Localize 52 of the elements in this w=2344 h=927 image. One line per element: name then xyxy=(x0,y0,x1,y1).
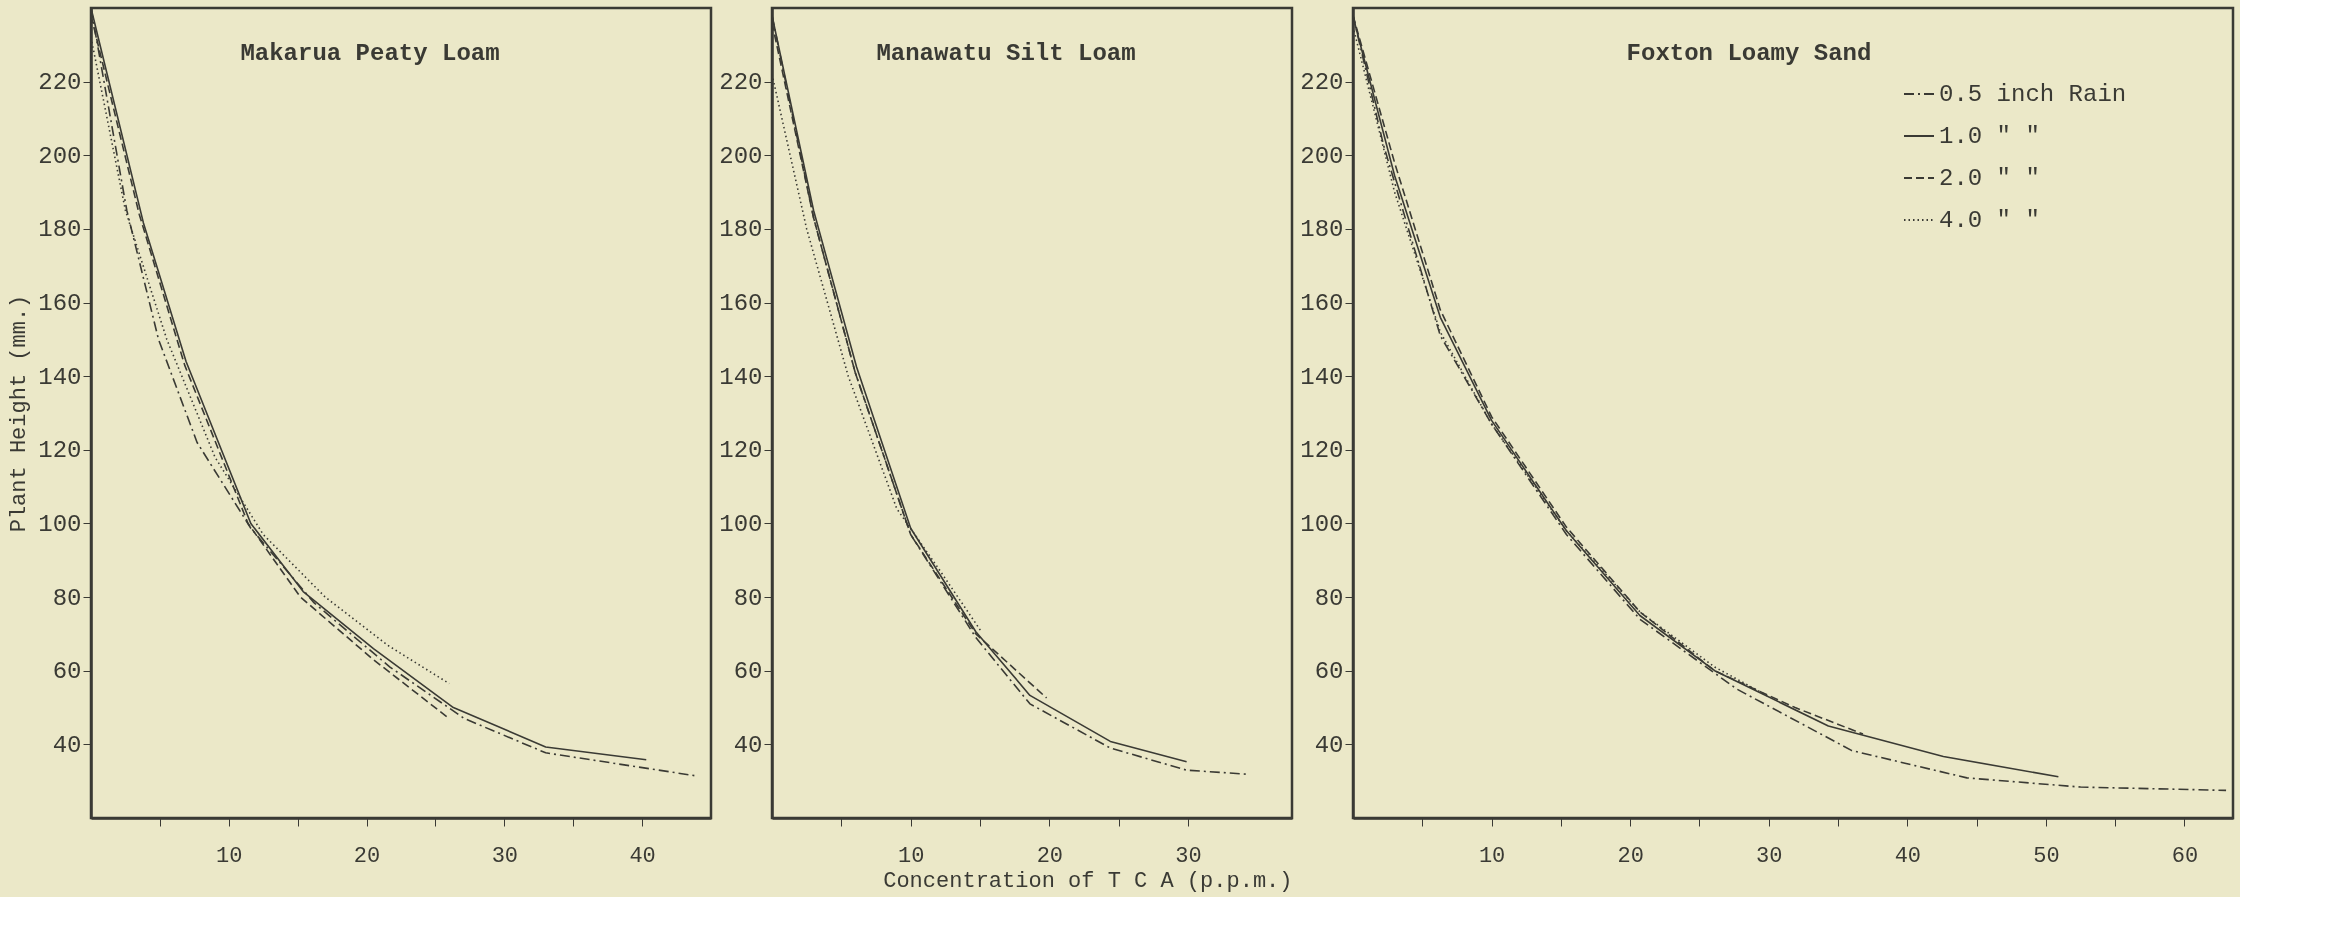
x-tick-label: 20 xyxy=(353,843,381,869)
y-tick-label: 200 xyxy=(719,142,763,170)
x-tick-label: 10 xyxy=(1478,843,1506,869)
legend-label: 1.0 " " xyxy=(1939,123,2040,150)
y-tick-label: 140 xyxy=(719,363,763,391)
y-tick-label: 220 xyxy=(719,69,763,97)
x-tick-label: 20 xyxy=(1036,843,1064,869)
y-tick-label: 120 xyxy=(38,437,82,465)
y-tick-label: 100 xyxy=(719,510,763,538)
y-tick-label: 140 xyxy=(38,363,82,391)
y-tick-label: 100 xyxy=(38,510,82,538)
y-tick-label: 80 xyxy=(52,584,82,612)
y-tick-label: 80 xyxy=(733,584,763,612)
y-tick-label: 140 xyxy=(1300,363,1344,391)
y-tick-label: 80 xyxy=(1314,584,1344,612)
y-axis-title: Plant Height (mm.) xyxy=(7,294,33,533)
x-axis-title: Concentration of T C A (p.p.m.) xyxy=(883,868,1293,894)
y-tick-label: 60 xyxy=(1314,658,1344,686)
y-tick-label: 220 xyxy=(38,69,82,97)
y-tick-label: 40 xyxy=(733,731,763,759)
y-tick-label: 60 xyxy=(52,658,82,686)
x-tick-label: 30 xyxy=(1175,843,1202,869)
x-tick-label: 20 xyxy=(1617,843,1644,869)
x-tick-label: 30 xyxy=(1756,843,1783,869)
y-tick-label: 160 xyxy=(719,290,763,318)
y-tick-label: 180 xyxy=(38,216,82,244)
x-tick-label: 30 xyxy=(491,843,519,869)
x-tick-label: 10 xyxy=(897,843,925,869)
y-tick-label: 120 xyxy=(719,437,763,465)
y-tick-label: 120 xyxy=(1300,437,1344,465)
y-tick-label: 200 xyxy=(38,142,82,170)
legend-label: 0.5 inch Rain xyxy=(1939,81,2127,108)
text: Foxton Loamy Sand xyxy=(1626,40,1872,67)
y-tick-label: 60 xyxy=(733,658,763,686)
x-tick-label: 60 xyxy=(2171,843,2199,869)
y-tick-label: 40 xyxy=(1314,731,1344,759)
text: Manawatu Silt Loam xyxy=(876,40,1136,67)
text: Makarua Peaty Loam xyxy=(240,40,500,67)
y-tick-label: 180 xyxy=(1300,216,1344,244)
y-tick-label: 160 xyxy=(1300,290,1344,318)
y-tick-label: 160 xyxy=(38,290,82,318)
y-tick-label: 200 xyxy=(1300,142,1344,170)
y-tick-label: 100 xyxy=(1300,510,1344,538)
y-tick-label: 40 xyxy=(52,731,82,759)
x-tick-label: 40 xyxy=(1894,843,1922,869)
legend-label: 4.0 " " xyxy=(1939,207,2040,234)
y-tick-label: 180 xyxy=(719,216,763,244)
x-tick-label: 10 xyxy=(216,843,243,869)
x-tick-label: 40 xyxy=(629,843,656,869)
x-tick-label: 50 xyxy=(2033,843,2060,869)
y-tick-label: 220 xyxy=(1300,69,1344,97)
legend-label: 2.0 " " xyxy=(1939,165,2040,192)
